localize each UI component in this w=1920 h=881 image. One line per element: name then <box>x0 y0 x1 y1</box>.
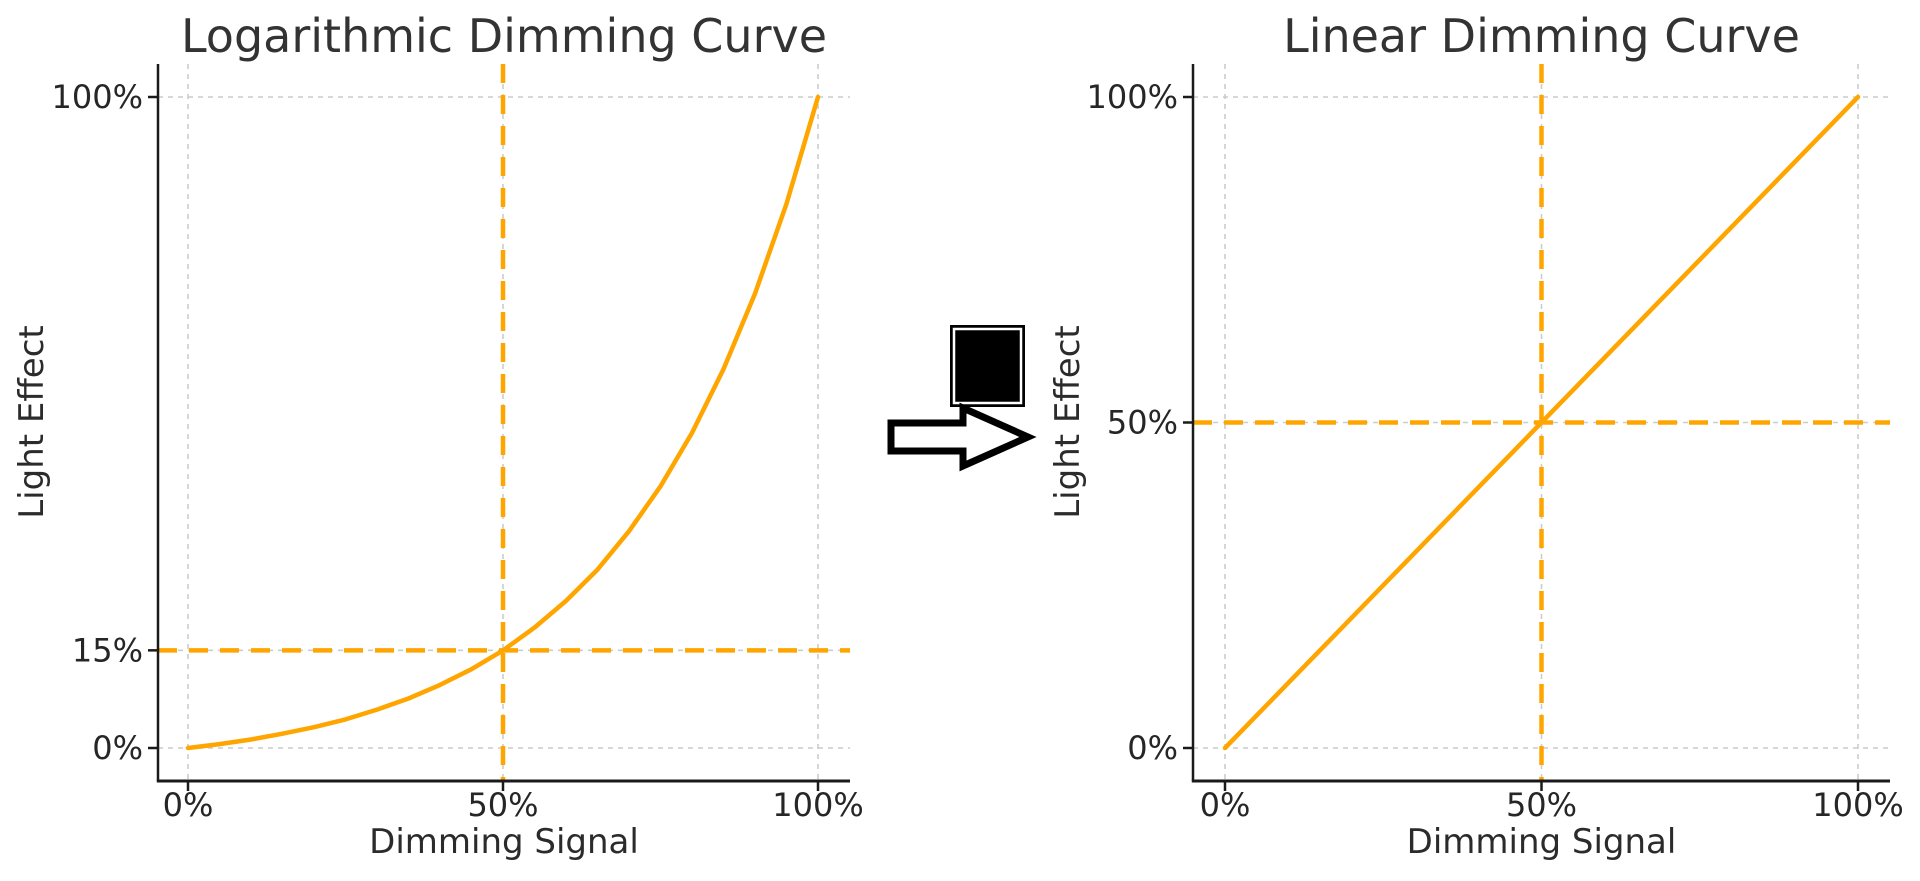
right-y-axis-label: Light Effect <box>1048 325 1088 519</box>
logarithmic-y-tick-label: 15% <box>72 631 143 669</box>
linear-x-tick-label: 100% <box>1812 786 1903 824</box>
linear-x-tick-label: 0% <box>1200 786 1251 824</box>
linear-tick-marks <box>1183 95 1860 791</box>
rightwards-white-arrow-icon <box>887 402 1037 472</box>
left-chart-title: Logarithmic Dimming Curve <box>180 9 828 63</box>
logarithmic-x-tick-label: 100% <box>772 786 863 824</box>
logarithmic-tick-labels: 0% 50% 100% 0% 15% 100% <box>52 78 864 824</box>
logarithmic-dimming-curve <box>185 94 821 751</box>
logarithmic-dimming-chart: 0% 50% 100% 0% 15% 100% <box>52 64 864 824</box>
black-square-icon <box>950 325 1025 407</box>
logarithmic-y-tick-label: 100% <box>52 78 143 116</box>
linear-y-tick-label: 50% <box>1107 404 1178 442</box>
logarithmic-reference-lines <box>158 64 850 781</box>
black-square-inner-border <box>952 327 1023 405</box>
left-x-axis-label: Dimming Signal <box>369 822 639 862</box>
right-x-axis-label: Dimming Signal <box>1406 822 1677 862</box>
linear-y-tick-label: 0% <box>1127 729 1178 767</box>
linear-tick-labels: 0% 50% 100% 0% 50% 100% <box>1087 78 1904 824</box>
linear-dimming-curve <box>1222 94 1861 751</box>
logarithmic-y-tick-label: 0% <box>92 729 143 767</box>
logarithmic-x-tick-label: 0% <box>163 786 214 824</box>
left-y-axis-label: Light Effect <box>12 325 52 519</box>
logarithmic-tick-marks <box>148 95 820 791</box>
linear-chart-gridlines <box>1193 64 1890 781</box>
logarithmic-x-tick-label: 50% <box>467 786 538 824</box>
linear-y-tick-label: 100% <box>1087 78 1178 116</box>
linear-x-tick-label: 50% <box>1506 786 1577 824</box>
right-chart-title: Linear Dimming Curve <box>1283 9 1800 63</box>
transform-indicator <box>887 325 1037 472</box>
linear-dimming-chart: 0% 50% 100% 0% 50% 100% <box>1087 64 1904 824</box>
